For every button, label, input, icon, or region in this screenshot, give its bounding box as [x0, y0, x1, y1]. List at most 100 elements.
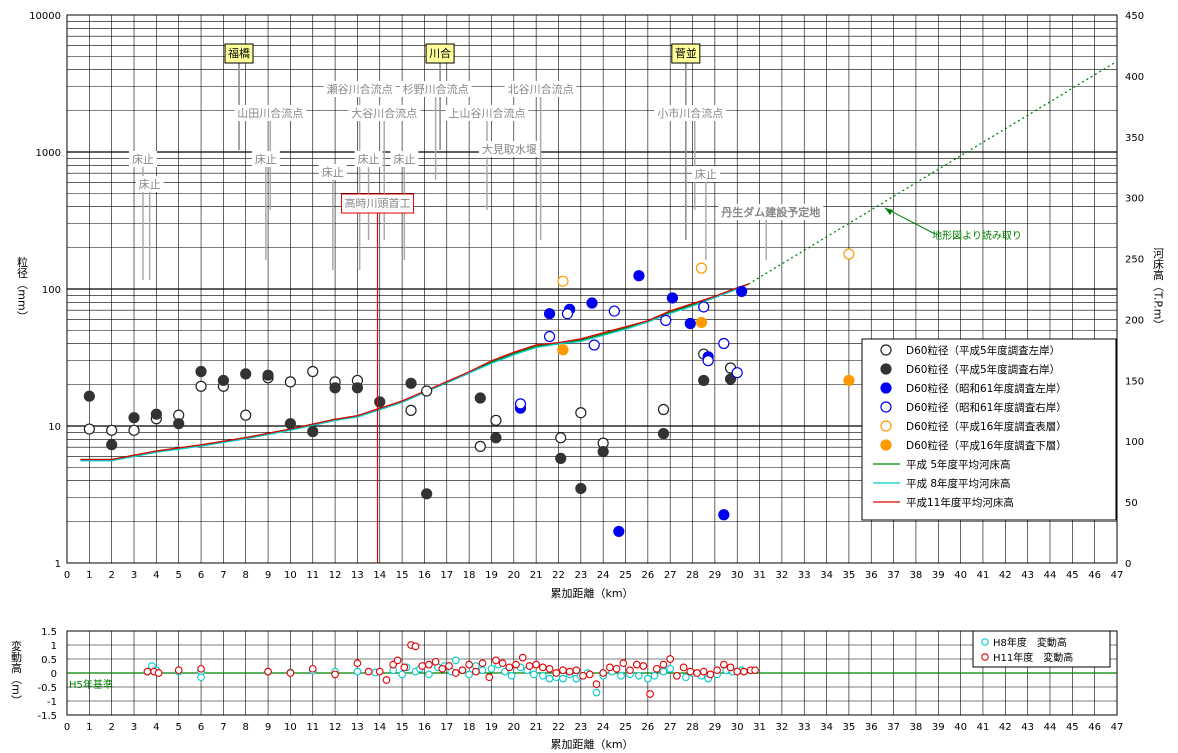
annotation-ootani: 大谷川合流点	[351, 106, 417, 120]
sub-x-tick-label: 46	[1088, 722, 1101, 733]
sub-x-tick-label: 24	[597, 722, 610, 733]
sub-data-point-series-2	[751, 666, 759, 675]
annotation-tokoyame: 床止	[695, 167, 717, 181]
sub-data-point-series-1	[592, 688, 601, 697]
data-point-series-2	[329, 382, 341, 394]
annotation-kamiyama: 上山谷川合流点	[449, 106, 526, 120]
data-point-series-2	[724, 373, 737, 385]
sub-x-tick-label: 30	[731, 722, 744, 733]
sub-x-tick-label: 25	[619, 722, 632, 733]
sub-data-point-series-2	[572, 666, 581, 675]
legend-label: D60粒径（昭和61年度調査左岸）	[906, 382, 1067, 395]
sub-data-point-series-1	[644, 674, 652, 683]
sub-data-point-series-2	[585, 670, 594, 679]
sub-legend-marker	[981, 638, 989, 646]
sub-x-tick-label: 19	[485, 722, 498, 733]
sub-data-point-series-1	[539, 671, 547, 680]
sub-data-point-series-2	[632, 660, 641, 669]
data-point-series-2	[597, 446, 609, 458]
sub-data-point-series-2	[532, 660, 540, 669]
sub-x-tick-label: 18	[463, 722, 476, 733]
sub-x-tick-label: 5	[176, 722, 182, 733]
sub-data-point-series-1	[353, 667, 362, 676]
annotation-yamada: 山田川合流点	[237, 106, 303, 120]
sub-legend-label: H11年度 変動高	[993, 651, 1073, 664]
y-right-tick-label: 150	[1125, 376, 1144, 387]
sub-data-point-series-2	[411, 642, 420, 651]
sub-data-point-series-1	[617, 671, 625, 680]
annotation-setani: 瀬谷川合流点	[327, 82, 393, 96]
sub-x-tick-label: 16	[418, 722, 431, 733]
sub-x-tick-label: 40	[954, 722, 967, 733]
sub-data-point-series-2	[498, 659, 507, 668]
data-point-series-1	[555, 432, 567, 444]
sub-data-point-series-2	[382, 676, 391, 684]
x-tick-label: 21	[530, 570, 543, 581]
data-point-series-4	[561, 308, 574, 320]
sub-data-point-series-2	[264, 667, 272, 676]
sub-data-point-series-2	[666, 655, 675, 663]
x-tick-label: 11	[306, 570, 319, 581]
sub-data-point-series-1	[425, 670, 433, 679]
x-tick-label: 44	[1044, 570, 1057, 581]
x-tick-label: 39	[932, 570, 945, 581]
legend-marker-swatch	[880, 439, 892, 451]
annotation-bg	[234, 105, 307, 121]
data-point-series-3	[666, 292, 679, 304]
sub-data-point-series-2	[518, 653, 527, 662]
data-point-series-2	[240, 368, 252, 380]
y-right-tick-label: 300	[1125, 194, 1144, 205]
sub-data-point-series-2	[364, 667, 373, 676]
sub-data-point-series-2	[565, 667, 574, 676]
sub-x-tick-label: 34	[820, 722, 833, 733]
sub-x-tick-label: 9	[265, 722, 271, 733]
sub-data-point-series-2	[686, 667, 695, 676]
sub-data-point-series-2	[286, 669, 295, 677]
x-tick-label: 1	[86, 570, 92, 581]
sub-data-point-series-2	[458, 666, 467, 675]
annotation-kitadani: 北谷川合流点	[508, 82, 574, 96]
annotation-bg	[390, 151, 419, 167]
x-tick-label: 16	[418, 570, 431, 581]
sub-data-point-series-2	[445, 662, 453, 670]
sub-data-point-series-2	[375, 667, 384, 676]
sub-data-point-series-1	[487, 664, 496, 673]
x-tick-label: 47	[1111, 570, 1124, 581]
sub-data-point-series-2	[393, 656, 402, 665]
x-tick-label: 37	[887, 570, 900, 581]
x-tick-label: 13	[351, 570, 364, 581]
x-tick-label: 30	[731, 570, 744, 581]
data-point-series-2	[284, 418, 297, 430]
data-point-series-2	[555, 452, 567, 465]
x-tick-label: 17	[440, 570, 453, 581]
sub-data-point-series-2	[174, 666, 183, 675]
sub-x-tick-label: 44	[1044, 722, 1057, 733]
data-point-series-1	[657, 403, 670, 416]
annotation-tokoyame: 床止	[132, 152, 154, 166]
sub-data-point-series-1	[635, 671, 643, 680]
sub-data-point-series-2	[579, 671, 587, 680]
data-point-series-2	[106, 439, 118, 451]
sub-data-point-series-2	[726, 663, 735, 672]
sub-x-tick-label: 28	[686, 722, 699, 733]
data-point-series-5	[843, 248, 855, 260]
x-tick-label: 23	[574, 570, 587, 581]
sub-x-tick-label: 22	[552, 722, 565, 733]
x-tick-label: 0	[64, 570, 70, 581]
data-point-series-2	[374, 396, 386, 408]
data-point-series-1	[240, 409, 252, 421]
sub-data-point-series-2	[740, 667, 748, 676]
legend-marker-swatch	[880, 420, 892, 432]
sub-x-tick-label: 45	[1066, 722, 1079, 733]
sub-data-point-series-2	[733, 667, 742, 676]
x-tick-label: 25	[619, 570, 632, 581]
sub-x-tick-label: 2	[108, 722, 114, 733]
sub-x-tick-label: 8	[243, 722, 249, 733]
legend-label: 平成 5年度平均河床高	[906, 458, 1011, 471]
x-tick-label: 34	[820, 570, 833, 581]
sub-y-tick-label: 1.5	[41, 627, 57, 638]
map-read-arrow	[884, 207, 936, 235]
data-point-series-2	[262, 369, 274, 381]
sub-x-tick-label: 3	[131, 722, 137, 733]
